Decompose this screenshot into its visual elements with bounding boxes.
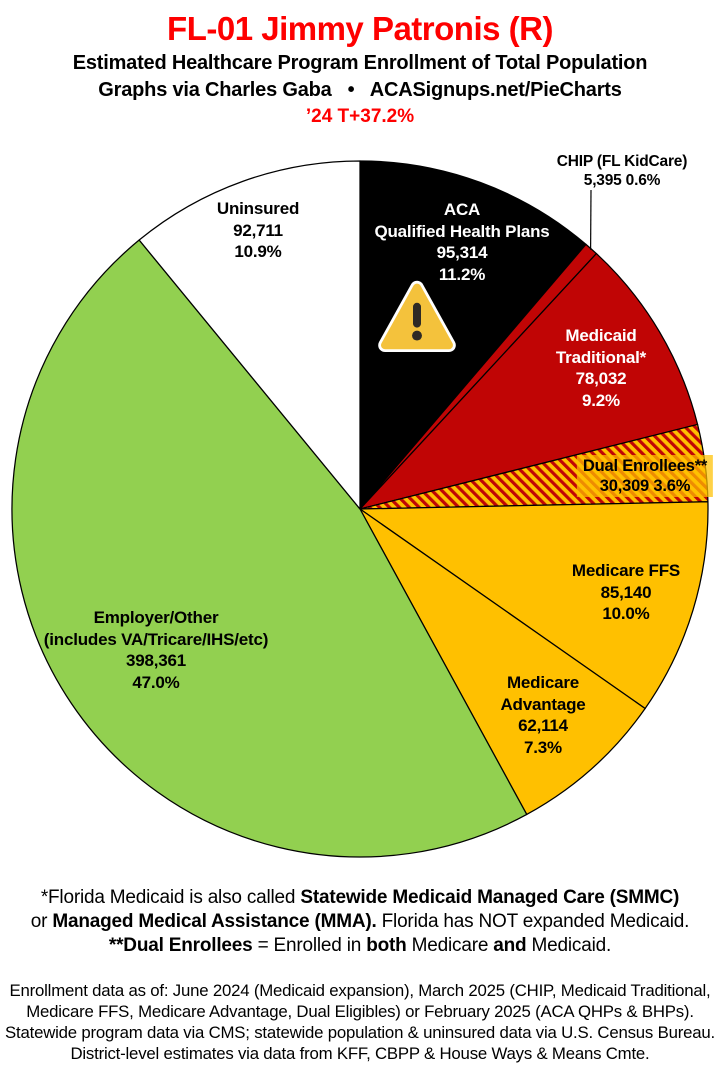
footnote-line: Statewide program data via CMS; statewid… — [5, 1023, 715, 1042]
pie-chart — [11, 160, 709, 858]
pie-slice-uninsured — [138, 160, 361, 510]
pie-slice-employer-other-includes-va-tricare-ihs-etc — [11, 239, 528, 858]
footnote-line: **Dual Enrollees = Enrolled in both Medi… — [108, 935, 612, 956]
pie-slice-medicare-ffs — [359, 501, 709, 710]
footnote-sources: Enrollment data as of: June 2024 (Medica… — [0, 980, 720, 1064]
footnote-line: District-level estimates via data from K… — [70, 1044, 650, 1063]
footnote-medicaid: *Florida Medicaid is also called Statewi… — [0, 886, 720, 958]
chart-subtitle: Estimated Healthcare Program Enrollment … — [72, 52, 648, 74]
change-note: ’24 T+37.2% — [305, 106, 415, 127]
pie-chart-area: ACA Qualified Health Plans 95,314 11.2% CHIP… — [0, 140, 720, 880]
pie-slice-medicare-advantage — [359, 508, 646, 816]
warning-triangle-icon — [378, 280, 456, 352]
chart-attribution: Graphs via Charles Gaba • ACASignups.net… — [98, 79, 622, 101]
footnote-line: Enrollment data as of: June 2024 (Medica… — [9, 981, 711, 1000]
page-title: FL-01 Jimmy Patronis (R) — [167, 10, 553, 47]
footnote-line: or Managed Medical Assistance (MMA). Flo… — [30, 911, 690, 932]
footnote-line: *Florida Medicaid is also called Statewi… — [40, 887, 680, 908]
footnote-line: Medicare FFS, Medicare Advantage, Dual E… — [26, 1002, 694, 1021]
pie-slice-aca-qualified-health-plans — [359, 160, 587, 510]
